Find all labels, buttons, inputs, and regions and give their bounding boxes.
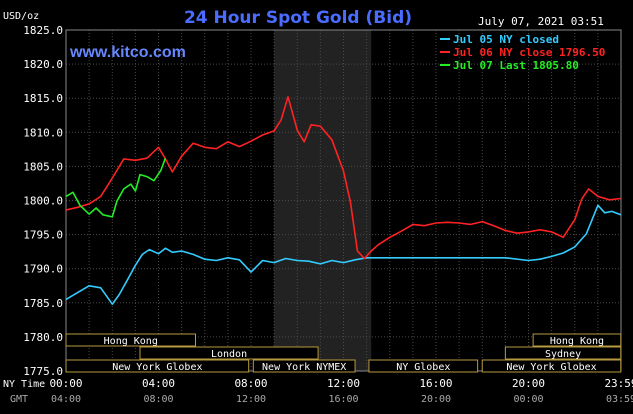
x-tick-label-ny: 20:00 (512, 377, 545, 390)
y-tick-label: 1810.0 (23, 126, 63, 139)
x-tick-label-ny: 08:00 (234, 377, 267, 390)
y-tick-label: 1785.0 (23, 297, 63, 310)
series-lines (65, 96, 622, 306)
session-box (368, 359, 479, 373)
legend-entry: Jul 05 NY closed (453, 33, 559, 46)
session-bar: Hong Kong (65, 333, 196, 347)
session-label: Sydney (545, 349, 581, 360)
session-box (504, 346, 622, 360)
x-tick-label-gmt: 12:00 (236, 394, 266, 405)
series-line (65, 157, 167, 218)
legend-entry: Jul 06 NY close 1796.50 (453, 46, 605, 59)
session-box (65, 359, 250, 373)
session-label: London (211, 349, 247, 360)
session-box (481, 359, 622, 373)
nymex-shaded-region (274, 30, 372, 371)
session-label: NY Globex (396, 362, 450, 373)
session-bar: NY Globex (368, 359, 479, 373)
session-label: New York Globex (506, 362, 596, 373)
y-tick-labels: 1825.0 1820.0 1815.0 1810.0 1805.0 1800.0 1795… (23, 24, 63, 378)
session-label: New York NYMEX (262, 362, 346, 373)
session-box (139, 346, 319, 360)
x-tick-label-gmt: 04:00 (51, 394, 81, 405)
session-bar: Hong Kong (532, 333, 622, 347)
session-bar: London (139, 346, 319, 360)
session-bar: Sydney (504, 346, 622, 360)
legend-entry: Jul 07 Last 1805.80 (453, 59, 579, 72)
x-tick-label-gmt: 20:00 (421, 394, 451, 405)
session-bar: New York Globex (65, 359, 250, 373)
y-tick-label: 1825.0 (23, 24, 63, 37)
y-tick-label: 1775.0 (23, 365, 63, 378)
y-tick-label: 1780.0 (23, 331, 63, 344)
x-tick-label-gmt: 16:00 (328, 394, 358, 405)
y-tick-label: 1800.0 (23, 195, 63, 208)
session-label: Hong Kong (104, 336, 158, 347)
session-bar: New York NYMEX (252, 359, 356, 373)
x-axis-label-ny: NY Time (3, 379, 45, 390)
x-tick-label-gmt: 08:00 (143, 394, 173, 405)
kitco-website-link[interactable]: www.kitco.com (69, 44, 186, 61)
y-tick-label: 1805.0 (23, 160, 63, 173)
x-axis-label-gmt: GMT (10, 394, 28, 405)
y-tick-label: 1815.0 (23, 92, 63, 105)
session-box (252, 359, 356, 373)
series-line (65, 204, 622, 306)
x-tick-label-ny: 12:00 (327, 377, 360, 390)
chart-title: 24 Hour Spot Gold (Bid) (184, 8, 412, 28)
y-tick-label: 1795.0 (23, 229, 63, 242)
y-tick-label: 1820.0 (23, 58, 63, 71)
x-tick-label-ny: 00:00 (49, 377, 82, 390)
session-bar: New York Globex (481, 359, 622, 373)
x-tick-label-ny: 16:00 (419, 377, 452, 390)
x-tick-label-gmt: 00:00 (513, 394, 543, 405)
y-axis-units: USD/oz (3, 11, 39, 22)
y-tick-label: 1790.0 (23, 263, 63, 276)
x-tick-labels: 00:00 04:00 08:00 12:00 16:00 20:00 23:59 04:00… (3, 377, 633, 405)
x-tick-label-gmt: 03:59 (606, 394, 633, 405)
session-label: New York Globex (112, 362, 202, 373)
trading-sessions: Hong Kong London New York Globex New York N… (65, 333, 622, 373)
session-box (532, 333, 622, 347)
session-box (65, 333, 196, 347)
x-tick-label-ny: 04:00 (142, 377, 175, 390)
session-label: Hong Kong (550, 336, 604, 347)
x-tick-label-ny: 23:59 (604, 377, 633, 390)
chart-date: July 07, 2021 03:51 (478, 15, 604, 28)
